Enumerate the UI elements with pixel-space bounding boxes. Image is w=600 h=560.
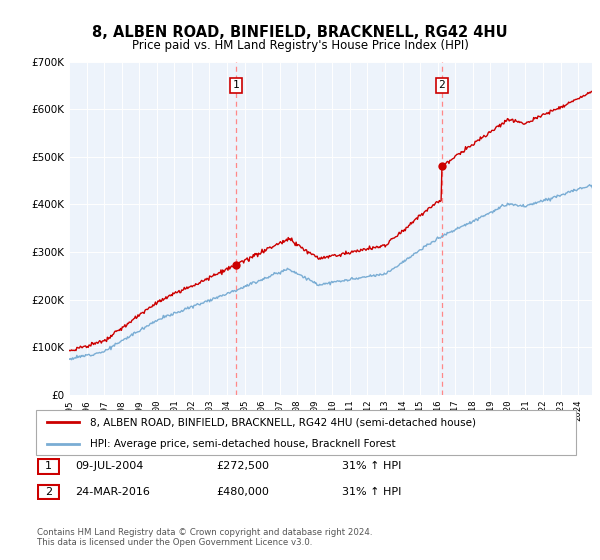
Text: £480,000: £480,000: [216, 487, 269, 497]
FancyBboxPatch shape: [38, 484, 59, 499]
Text: 09-JUL-2004: 09-JUL-2004: [75, 461, 143, 472]
Text: 8, ALBEN ROAD, BINFIELD, BRACKNELL, RG42 4HU: 8, ALBEN ROAD, BINFIELD, BRACKNELL, RG42…: [92, 25, 508, 40]
Text: 31% ↑ HPI: 31% ↑ HPI: [342, 487, 401, 497]
Text: Contains HM Land Registry data © Crown copyright and database right 2024.
This d: Contains HM Land Registry data © Crown c…: [37, 528, 373, 547]
Text: Price paid vs. HM Land Registry's House Price Index (HPI): Price paid vs. HM Land Registry's House …: [131, 39, 469, 53]
Text: 8, ALBEN ROAD, BINFIELD, BRACKNELL, RG42 4HU (semi-detached house): 8, ALBEN ROAD, BINFIELD, BRACKNELL, RG42…: [90, 417, 476, 427]
Text: £272,500: £272,500: [216, 461, 269, 472]
Text: 31% ↑ HPI: 31% ↑ HPI: [342, 461, 401, 472]
Text: 2: 2: [439, 81, 445, 90]
Text: 1: 1: [233, 81, 239, 90]
FancyBboxPatch shape: [36, 410, 576, 455]
Text: HPI: Average price, semi-detached house, Bracknell Forest: HPI: Average price, semi-detached house,…: [90, 438, 395, 449]
Text: 24-MAR-2016: 24-MAR-2016: [75, 487, 150, 497]
Text: 1: 1: [45, 461, 52, 472]
Text: 2: 2: [45, 487, 52, 497]
FancyBboxPatch shape: [38, 459, 59, 474]
